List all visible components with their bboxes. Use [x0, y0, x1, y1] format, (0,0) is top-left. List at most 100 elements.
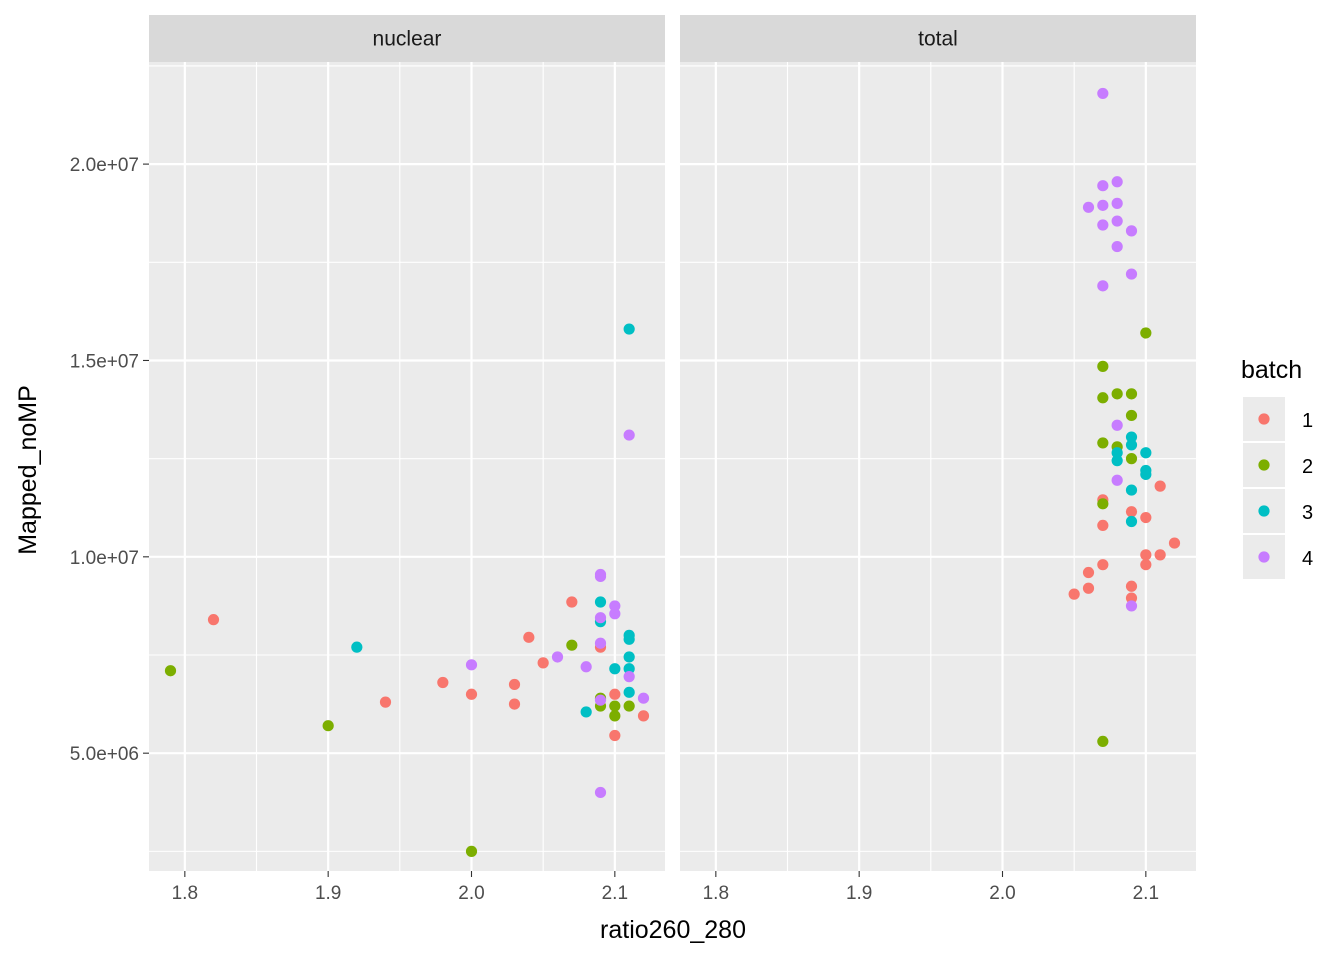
legend-swatch: [1258, 413, 1270, 425]
legend-entry-1: 1: [1243, 397, 1313, 441]
data-point-batch-3: [1140, 468, 1152, 480]
x-axis-total: 1.8 1.9 2.0 2.1: [703, 871, 1159, 904]
x-tick-label: 2.1: [1133, 883, 1159, 904]
data-point-batch-3: [623, 651, 635, 663]
x-tick-label: 1.9: [315, 883, 341, 904]
data-point-batch-1: [379, 696, 392, 708]
legend-entry-4: 4: [1243, 535, 1313, 579]
data-point-batch-3: [1125, 439, 1138, 451]
data-point-batch-4: [637, 692, 650, 704]
data-point-batch-1: [566, 596, 578, 608]
legend-entry-3: 3: [1243, 489, 1313, 533]
y-tick-label: 5.0e+06: [70, 744, 139, 765]
strip-label-nuclear: nuclear: [373, 28, 442, 51]
data-point-batch-2: [1125, 453, 1138, 465]
data-point-batch-1: [508, 698, 521, 710]
data-point-batch-4: [623, 429, 635, 441]
data-point-batch-4: [1125, 600, 1138, 612]
data-point-batch-4: [1097, 280, 1109, 292]
data-point-batch-3: [1140, 447, 1152, 459]
legend-title: batch: [1241, 356, 1302, 384]
data-point-batch-3: [580, 706, 592, 718]
data-point-batch-4: [1097, 219, 1109, 231]
data-point-batch-4: [551, 651, 564, 663]
x-tick-label: 1.8: [703, 883, 729, 904]
y-tick-label: 2.0e+07: [70, 155, 139, 176]
data-point-batch-2: [609, 700, 621, 712]
data-point-batch-1: [1154, 549, 1166, 561]
y-axis-title: Mapped_noMP: [14, 385, 42, 555]
data-point-batch-4: [594, 570, 607, 583]
legend-label: 2: [1302, 456, 1313, 478]
legend-swatch: [1258, 505, 1270, 517]
data-point-batch-4: [609, 608, 621, 620]
x-tick-label: 2.0: [989, 883, 1015, 904]
data-point-batch-1: [537, 657, 549, 669]
data-point-batch-4: [465, 659, 478, 671]
data-point-batch-1: [609, 729, 621, 742]
data-point-batch-1: [1140, 511, 1152, 524]
data-point-batch-2: [1097, 498, 1109, 510]
panel-background: [680, 62, 1196, 871]
data-point-batch-3: [594, 596, 607, 608]
y-tick-label: 1.5e+07: [70, 351, 139, 372]
data-point-batch-3: [1125, 515, 1138, 528]
data-point-batch-4: [1125, 268, 1138, 280]
data-point-batch-2: [322, 720, 334, 732]
data-point-batch-1: [465, 688, 478, 700]
data-point-batch-1: [1140, 559, 1152, 571]
data-point-batch-2: [1125, 388, 1138, 400]
data-point-batch-3: [1111, 455, 1123, 467]
data-point-batch-2: [1140, 327, 1152, 339]
data-point-batch-4: [594, 637, 607, 649]
data-point-batch-4: [1111, 240, 1123, 253]
x-tick-label: 1.8: [172, 883, 198, 904]
data-point-batch-2: [1097, 392, 1109, 404]
legend-label: 1: [1302, 410, 1313, 432]
data-point-batch-3: [609, 663, 621, 675]
data-point-batch-4: [1082, 201, 1095, 213]
data-point-batch-2: [465, 845, 478, 857]
legend-swatch: [1258, 551, 1270, 563]
data-point-batch-3: [623, 633, 635, 645]
x-axis-nuclear: 1.8 1.9 2.0 2.1: [172, 871, 628, 904]
data-point-batch-1: [609, 688, 621, 700]
data-point-batch-1: [1125, 580, 1138, 592]
x-tick-label: 2.1: [602, 883, 628, 904]
panels: nuclear total: [149, 15, 1196, 871]
strip-label-total: total: [918, 28, 958, 51]
data-point-batch-1: [1140, 549, 1152, 561]
x-axes: 1.8 1.9 2.0 2.1 1.8 1.9 2.0 2.1: [172, 871, 1159, 904]
data-point-batch-4: [594, 612, 607, 624]
x-axis-title: ratio260_280: [600, 916, 746, 944]
legend-label: 3: [1302, 502, 1313, 524]
data-point-batch-2: [1097, 437, 1109, 449]
data-point-batch-4: [580, 661, 592, 673]
data-point-batch-4: [594, 694, 607, 706]
data-point-batch-4: [609, 600, 621, 612]
data-point-batch-1: [1082, 566, 1095, 579]
strip-total: [680, 15, 1196, 62]
panel-nuclear: nuclear: [149, 15, 665, 871]
data-point-batch-4: [1111, 197, 1123, 209]
data-point-batch-1: [1097, 519, 1109, 532]
legend-entry-2: 2: [1243, 443, 1313, 487]
data-point-batch-1: [207, 614, 220, 626]
data-point-batch-2: [1125, 409, 1138, 422]
data-point-batch-2: [1111, 388, 1123, 400]
data-point-batch-2: [609, 710, 621, 722]
data-point-batch-4: [1097, 199, 1109, 211]
data-point-batch-2: [566, 639, 578, 651]
panel-total: total: [680, 15, 1196, 871]
data-point-batch-3: [1125, 431, 1138, 443]
data-point-batch-1: [637, 710, 650, 722]
x-tick-label: 2.0: [458, 883, 484, 904]
data-point-batch-1: [1154, 480, 1166, 492]
data-point-batch-4: [1111, 215, 1123, 227]
data-point-batch-2: [1097, 360, 1109, 372]
legend-label: 4: [1302, 548, 1313, 570]
data-point-batch-2: [164, 665, 177, 677]
data-point-batch-3: [351, 641, 363, 653]
data-point-batch-4: [1111, 176, 1123, 188]
